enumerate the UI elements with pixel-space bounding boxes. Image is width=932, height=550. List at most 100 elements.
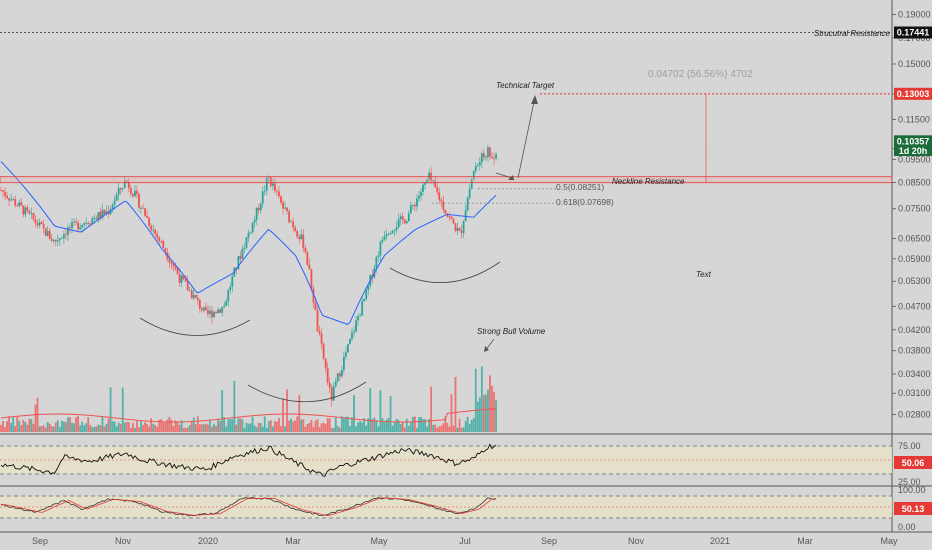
candle[interactable] — [253, 219, 256, 223]
candle[interactable] — [176, 268, 179, 275]
candle[interactable] — [487, 147, 489, 158]
candle[interactable] — [52, 239, 55, 241]
candle[interactable] — [211, 310, 213, 318]
candle[interactable] — [480, 153, 483, 163]
candle[interactable] — [215, 311, 217, 314]
candle[interactable] — [288, 211, 291, 222]
candle[interactable] — [405, 221, 408, 224]
candle[interactable] — [257, 207, 260, 211]
candle[interactable] — [44, 228, 47, 236]
candle[interactable] — [40, 222, 43, 225]
candle[interactable] — [140, 207, 142, 209]
candle[interactable] — [125, 180, 128, 182]
candle[interactable] — [231, 276, 234, 287]
candle[interactable] — [67, 227, 69, 236]
candle[interactable] — [491, 156, 493, 159]
candle[interactable] — [174, 266, 177, 269]
candle[interactable] — [278, 191, 280, 197]
target-arrow[interactable] — [517, 96, 536, 179]
candle[interactable] — [56, 240, 59, 242]
candle[interactable] — [42, 224, 45, 229]
candle[interactable] — [334, 381, 337, 387]
candle[interactable] — [450, 216, 453, 219]
candle[interactable] — [320, 333, 323, 344]
candle[interactable] — [134, 190, 136, 197]
candle[interactable] — [71, 222, 73, 229]
candle[interactable] — [351, 332, 353, 340]
candle[interactable] — [243, 247, 246, 249]
candle[interactable] — [267, 177, 270, 179]
candle[interactable] — [12, 199, 15, 200]
candle[interactable] — [38, 222, 41, 226]
candle[interactable] — [249, 232, 252, 234]
candle[interactable] — [198, 300, 201, 309]
candle[interactable] — [209, 310, 211, 314]
candle[interactable] — [28, 210, 31, 214]
candle[interactable] — [170, 262, 173, 264]
candle[interactable] — [420, 191, 422, 196]
price-axis[interactable]: 0.190000.170000.150000.130000.115000.100… — [892, 10, 931, 420]
candle[interactable] — [322, 343, 325, 359]
candle[interactable] — [389, 233, 392, 235]
candle[interactable] — [18, 202, 21, 207]
candle[interactable] — [26, 207, 29, 211]
candle[interactable] — [186, 281, 189, 291]
candle[interactable] — [338, 373, 341, 377]
candle[interactable] — [85, 222, 88, 224]
candle[interactable] — [142, 207, 144, 209]
candle[interactable] — [190, 290, 193, 299]
candle[interactable] — [416, 198, 418, 207]
candle[interactable] — [144, 208, 146, 216]
candle[interactable] — [113, 200, 116, 205]
candle[interactable] — [316, 310, 319, 332]
candle[interactable] — [54, 239, 57, 242]
candle[interactable] — [367, 285, 370, 291]
candle[interactable] — [196, 297, 199, 301]
candle[interactable] — [274, 183, 276, 191]
candle[interactable] — [180, 275, 183, 283]
candle[interactable] — [73, 221, 75, 223]
candle[interactable] — [46, 231, 49, 236]
candle[interactable] — [292, 221, 295, 228]
candle[interactable] — [259, 203, 262, 211]
candle[interactable] — [340, 369, 343, 377]
candle[interactable] — [466, 197, 469, 211]
candle[interactable] — [136, 190, 138, 194]
candle[interactable] — [379, 241, 382, 256]
candle-layer[interactable] — [0, 144, 497, 407]
candle[interactable] — [146, 215, 148, 218]
candle[interactable] — [93, 217, 96, 219]
candle[interactable] — [442, 201, 445, 210]
candle[interactable] — [304, 247, 307, 253]
candle[interactable] — [192, 294, 195, 299]
candle[interactable] — [454, 223, 457, 231]
candle[interactable] — [178, 274, 181, 283]
candle[interactable] — [32, 213, 35, 220]
candle[interactable] — [152, 229, 155, 231]
candle[interactable] — [182, 275, 185, 280]
candle[interactable] — [342, 356, 345, 370]
candle[interactable] — [436, 187, 439, 193]
candle[interactable] — [377, 255, 380, 257]
candle[interactable] — [58, 238, 61, 241]
candle[interactable] — [69, 227, 71, 229]
candle[interactable] — [229, 286, 232, 291]
candle[interactable] — [269, 177, 272, 186]
candle[interactable] — [403, 219, 406, 224]
candle[interactable] — [160, 240, 163, 242]
candle[interactable] — [476, 165, 479, 167]
candle[interactable] — [202, 307, 205, 311]
candle[interactable] — [162, 241, 165, 249]
candle[interactable] — [121, 188, 124, 190]
candle[interactable] — [168, 259, 171, 263]
candle[interactable] — [97, 212, 100, 220]
candle[interactable] — [50, 238, 53, 241]
candle[interactable] — [478, 162, 481, 166]
candle[interactable] — [361, 301, 364, 316]
left-cup-arc[interactable] — [139, 317, 251, 336]
candle[interactable] — [20, 202, 23, 206]
candle[interactable] — [131, 193, 134, 197]
candle[interactable] — [2, 190, 4, 192]
candle[interactable] — [117, 187, 120, 195]
candle[interactable] — [34, 219, 37, 224]
